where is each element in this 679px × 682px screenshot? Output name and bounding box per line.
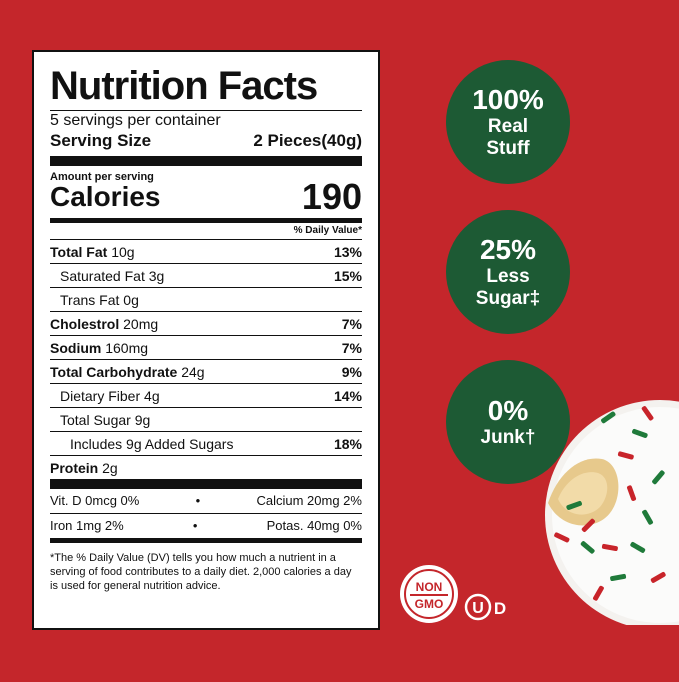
nutrition-label: Nutrition Facts 5 servings per container… [50, 62, 362, 593]
nutrition-title: Nutrition Facts [50, 64, 318, 108]
svg-text:NON: NON [416, 580, 443, 594]
calories-label: Calories [50, 181, 161, 212]
badge-zero-junk: 0% Junk† [446, 360, 570, 484]
nutrient-row: Saturated Fat 3g 15% [50, 263, 362, 287]
svg-text:GMO: GMO [415, 597, 444, 611]
daily-value-header: % Daily Value* [293, 225, 362, 236]
nutrient-row: Sodium 160mg 7% [50, 335, 362, 359]
calories-value: 190 [301, 176, 362, 217]
frosted-donut-image [545, 400, 679, 625]
serving-size-label: Serving Size [50, 131, 152, 150]
svg-text:D: D [494, 599, 506, 618]
nutrient-row: Total Carbohydrate 24g 9% [50, 359, 362, 383]
nutrient-row: Includes 9g Added Sugars 18% [50, 431, 362, 455]
nutrient-row: Dietary Fiber 4g 14% [50, 383, 362, 407]
badge-less-sugar: 25% Less Sugar‡ [446, 210, 570, 334]
serving-size-row: Serving Size 2 Pieces(40g) [50, 130, 362, 152]
daily-value-footnote: *The % Daily Value (DV) tells you how mu… [50, 552, 352, 592]
svg-text:U: U [472, 600, 484, 617]
badge-real-stuff: 100% Real Stuff [446, 60, 570, 184]
vitamin-row: Vit. D 0mcg 0% • Calcium 20mg 2% [50, 493, 362, 508]
nutrient-row: Total Fat 10g 13% [50, 239, 362, 263]
nutrient-row: Cholestrol 20mg 7% [50, 311, 362, 335]
serving-size-value: 2 Pieces(40g) [253, 131, 362, 150]
nutrient-row: Trans Fat 0g [50, 287, 362, 311]
nutrient-row: Total Sugar 9g [50, 407, 362, 431]
amount-per-serving: Amount per serving [50, 171, 154, 183]
nutrient-row: Protein 2g [50, 455, 362, 479]
vitamin-row: Iron 1mg 2% • Potas. 40mg 0% [50, 518, 362, 533]
calories-row: Calories 190 [50, 179, 362, 215]
kosher-ud-icon: U D [464, 593, 506, 621]
nutrition-facts-panel: Nutrition Facts 5 servings per container… [32, 50, 380, 630]
servings-per-container: 5 servings per container [50, 112, 221, 129]
non-gmo-icon: NON GMO [400, 565, 458, 623]
